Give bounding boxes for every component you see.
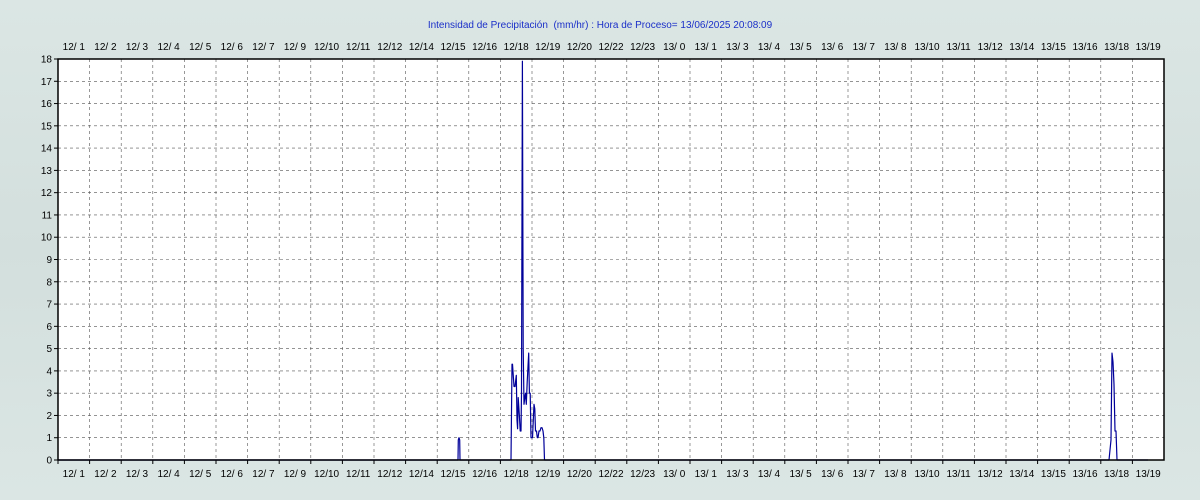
x-tick-label-bottom: 13/14 [1009, 469, 1034, 480]
x-tick-label-bottom: 12/11 [346, 469, 371, 480]
x-tick-label-bottom: 12/18 [504, 469, 529, 480]
y-tick-label: 7 [46, 300, 52, 311]
x-tick-label-top: 13/15 [1041, 42, 1066, 53]
y-tick-label: 18 [41, 55, 53, 66]
x-axis-ticks-bottom: 12/ 1 12/ 2 12/ 3 12/ 4 12/ 5 12/ 6 12/ 7 12/ 9… [57, 460, 1161, 480]
x-tick-label-bottom: 12/ 3 [126, 469, 149, 480]
x-tick-label-top: 12/ 5 [189, 42, 212, 53]
chart-title: Intensidad de Precipitación (mm/hr) : Ho… [427, 20, 773, 31]
y-tick-label: 5 [46, 344, 52, 355]
x-tick-label-bottom: 13/11 [946, 469, 971, 480]
plot-border [57, 58, 1165, 461]
x-axis-ticks-top: 12/ 1 12/ 2 12/ 3 12/ 4 12/ 5 12/ 6 12/ 7 12/ 9… [63, 42, 1161, 53]
x-tick-label-top: 12/ 6 [221, 42, 244, 53]
y-tick-label: 17 [41, 77, 53, 88]
y-tick-label: 8 [46, 277, 52, 288]
x-tick-label-top: 13/16 [1072, 42, 1097, 53]
x-tick-label-top: 13/10 [914, 42, 939, 53]
x-tick-label-top: 12/11 [346, 42, 371, 53]
x-tick-label-top: 12/ 7 [252, 42, 275, 53]
x-tick-label-top: 12/ 2 [94, 42, 117, 53]
x-tick-label-bottom: 12/12 [377, 469, 402, 480]
x-tick-label-top: 12/15 [440, 42, 465, 53]
x-tick-label-top: 13/ 5 [789, 42, 812, 53]
x-tick-label-bottom: 13/ 4 [758, 469, 781, 480]
y-tick-label: 4 [46, 366, 52, 377]
x-tick-label-top: 12/ 4 [157, 42, 180, 53]
x-tick-label-top: 13/ 0 [663, 42, 686, 53]
x-tick-label-top: 12/22 [598, 42, 623, 53]
x-tick-label-top: 13/ 1 [695, 42, 718, 53]
x-tick-label-bottom: 12/ 4 [157, 469, 180, 480]
y-tick-label: 14 [41, 144, 53, 155]
x-tick-label-top: 12/ 9 [284, 42, 307, 53]
x-tick-label-bottom: 12/ 7 [252, 469, 275, 480]
x-tick-label-top: 12/18 [504, 42, 529, 53]
x-tick-label-bottom: 12/ 6 [221, 469, 244, 480]
x-tick-label-top: 13/ 8 [884, 42, 907, 53]
y-tick-label: 2 [46, 411, 52, 422]
x-tick-label-top: 13/ 4 [758, 42, 781, 53]
x-tick-label-top: 12/ 3 [126, 42, 149, 53]
x-tick-label-bottom: 13/ 7 [853, 469, 876, 480]
x-tick-label-top: 12/20 [567, 42, 592, 53]
x-tick-label-top: 13/ 6 [821, 42, 844, 53]
x-tick-label-top: 13/12 [978, 42, 1003, 53]
x-tick-label-bottom: 12/10 [314, 469, 339, 480]
horizontal-gridlines [58, 80, 1164, 439]
x-tick-label-bottom: 13/18 [1104, 469, 1129, 480]
y-tick-label: 10 [41, 233, 53, 244]
x-tick-label-bottom: 12/14 [409, 469, 434, 480]
x-tick-label-top: 13/14 [1009, 42, 1034, 53]
x-tick-label-bottom: 12/19 [535, 469, 560, 480]
x-tick-label-top: 12/23 [630, 42, 655, 53]
x-tick-label-bottom: 12/15 [440, 469, 465, 480]
x-tick-label-bottom: 13/16 [1072, 469, 1097, 480]
x-tick-label-bottom: 13/15 [1041, 469, 1066, 480]
x-tick-label-bottom: 13/ 0 [663, 469, 686, 480]
x-tick-label-top: 13/18 [1104, 42, 1129, 53]
x-tick-label-bottom: 13/10 [914, 469, 939, 480]
x-tick-label-bottom: 12/22 [598, 469, 623, 480]
x-tick-label-bottom: 12/ 5 [189, 469, 212, 480]
y-tick-label: 16 [41, 99, 53, 110]
x-tick-label-bottom: 13/ 5 [789, 469, 812, 480]
x-tick-label-top: 12/10 [314, 42, 339, 53]
x-tick-label-bottom: 12/20 [567, 469, 592, 480]
y-tick-label: 15 [41, 121, 53, 132]
x-tick-label-top: 13/ 3 [726, 42, 749, 53]
x-tick-label-bottom: 12/ 1 [63, 469, 86, 480]
x-tick-label-bottom: 13/ 6 [821, 469, 844, 480]
x-tick-label-bottom: 13/ 1 [695, 469, 718, 480]
x-tick-label-top: 12/ 1 [63, 42, 86, 53]
x-tick-label-top: 13/ 7 [853, 42, 876, 53]
x-tick-label-top: 12/12 [377, 42, 402, 53]
x-tick-label-top: 13/19 [1136, 42, 1161, 53]
x-tick-label-bottom: 13/ 3 [726, 469, 749, 480]
y-tick-label: 0 [46, 456, 52, 467]
y-tick-label: 13 [41, 166, 53, 177]
y-tick-label: 1 [46, 433, 52, 444]
y-tick-label: 12 [41, 188, 53, 199]
x-tick-label-bottom: 12/16 [472, 469, 497, 480]
x-tick-label-bottom: 13/12 [978, 469, 1003, 480]
x-tick-label-top: 12/19 [535, 42, 560, 53]
x-tick-label-top: 12/16 [472, 42, 497, 53]
y-tick-label: 3 [46, 389, 52, 400]
y-tick-label: 9 [46, 255, 52, 266]
x-tick-label-bottom: 13/19 [1136, 469, 1161, 480]
x-tick-label-bottom: 12/ 2 [94, 469, 117, 480]
x-tick-label-top: 13/11 [946, 42, 971, 53]
y-tick-label: 11 [42, 210, 53, 221]
x-tick-label-bottom: 13/ 8 [884, 469, 907, 480]
x-tick-label-bottom: 12/23 [630, 469, 655, 480]
x-tick-label-top: 12/14 [409, 42, 434, 53]
x-tick-label-bottom: 12/ 9 [284, 469, 307, 480]
y-tick-label: 6 [46, 322, 52, 333]
